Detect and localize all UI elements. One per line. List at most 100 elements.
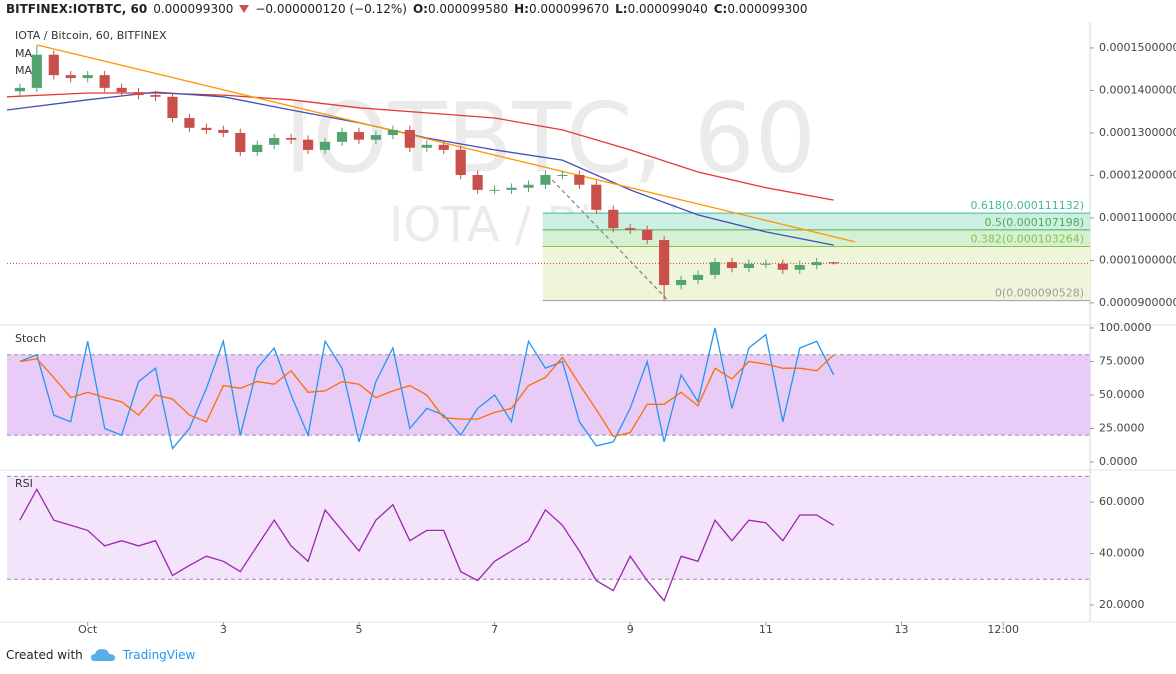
y-tick-label: 0.0001100000 — [1099, 211, 1176, 224]
candle-body — [303, 139, 314, 150]
trend-line — [36, 44, 855, 243]
fib-zone — [542, 246, 1090, 301]
candle-body — [31, 54, 42, 88]
y-tick-label: 0.0000900000 — [1099, 296, 1176, 309]
candle-body — [659, 240, 670, 286]
candle-body — [811, 262, 822, 266]
x-tick-label: 11 — [759, 623, 773, 636]
panel-title: IOTA / Bitcoin, 60, BITFINEX — [15, 29, 167, 42]
legend-entry: MA — [15, 47, 32, 60]
logo — [90, 649, 115, 661]
x-tick-label: Oct — [78, 623, 98, 636]
ohlc-label: H: — [514, 2, 529, 16]
fib-label: 0.618(0.000111132) — [970, 199, 1084, 212]
trend-line — [547, 174, 668, 301]
band — [7, 476, 1090, 580]
ohlc-value: 0.000099040 — [627, 2, 708, 16]
y-tick-label: 0.0001200000 — [1099, 168, 1176, 181]
candle-body — [455, 149, 466, 175]
panel-title: RSI — [15, 477, 33, 490]
band — [7, 354, 1090, 436]
x-tick-label: 3 — [220, 623, 227, 636]
candle-body — [828, 262, 839, 264]
candle-body — [540, 174, 551, 185]
down-arrow — [239, 5, 250, 13]
candle-body — [472, 174, 483, 190]
y-tick-label: 0.0001400000 — [1099, 83, 1176, 96]
candle-body — [150, 95, 161, 97]
footer: Created with TradingView — [6, 648, 195, 662]
y-tick-label: 100.0000 — [1099, 321, 1152, 334]
y-tick-label: 40.0000 — [1099, 547, 1145, 560]
y-tick-label: 60.0000 — [1099, 495, 1145, 508]
ohlc-label: L: — [615, 2, 628, 16]
candle-body — [692, 274, 704, 280]
y-tick-label: 0.0001300000 — [1099, 126, 1176, 139]
candle-body — [438, 144, 449, 150]
change: −0.000000120 (−0.12%) — [255, 2, 407, 16]
candle-body — [353, 132, 365, 140]
candle-body — [14, 87, 25, 92]
legend-entry: MA — [15, 64, 32, 77]
candle-body — [642, 229, 653, 241]
candle-body — [82, 75, 93, 79]
fib-label: 0(0.000090528) — [995, 287, 1084, 300]
candle-body — [489, 189, 500, 191]
x-tick-label: 7 — [491, 623, 498, 636]
candle-body — [591, 184, 602, 210]
candle-body — [269, 138, 280, 145]
candle-body — [286, 138, 297, 140]
candle-body — [709, 262, 721, 275]
candle-body — [523, 184, 534, 188]
candle-body — [760, 263, 771, 265]
ohlc-value: 0.000099580 — [427, 2, 509, 16]
y-tick-label: 25.0000 — [1099, 421, 1145, 434]
candle-body — [336, 132, 348, 142]
y-tick-label: 0.0000 — [1099, 455, 1138, 468]
candle-body — [116, 87, 127, 93]
candle-body — [133, 92, 144, 96]
fib-zone — [542, 229, 1090, 247]
ohlc-item: O:0.000099580 — [413, 2, 508, 16]
fib-zone — [542, 213, 1090, 230]
ohlc: O:0.000099580 H:0.000099670 L:0.00009904… — [413, 2, 808, 16]
candle-body — [65, 75, 76, 79]
candle-body — [48, 54, 59, 76]
ohlc-value: 0.000099300 — [727, 2, 808, 16]
ohlc-item: H:0.000099670 — [514, 2, 609, 16]
symbol: BITFINEX:IOTBTC, 60 — [6, 2, 148, 16]
candle-body — [794, 265, 805, 270]
candle-body — [252, 144, 263, 153]
footer-text: Created with — [6, 648, 83, 662]
candle-body — [608, 209, 619, 229]
y-tick-label: 50.0000 — [1099, 388, 1145, 401]
y-tick-label: 75.0000 — [1099, 354, 1145, 367]
candle-body — [167, 96, 178, 119]
ohlc-label: C: — [713, 2, 728, 16]
candle-body — [506, 187, 517, 190]
candle-body — [625, 228, 636, 230]
candle-body — [574, 174, 585, 185]
candle-body — [675, 279, 687, 286]
candle-body — [421, 144, 432, 148]
candle-body — [557, 174, 568, 176]
fib-label: 0.5(0.000107198) — [984, 216, 1084, 229]
x-tick-label: 9 — [627, 623, 634, 636]
candle-body — [184, 118, 195, 128]
x-tick-label: 5 — [355, 623, 362, 636]
candle-body — [235, 132, 246, 153]
ohlc-item: C:0.000099300 — [714, 2, 808, 16]
header: BITFINEX:IOTBTC, 60 0.000099300 −0.00000… — [6, 2, 808, 16]
brand[interactable]: TradingView — [122, 648, 196, 662]
candle-body — [387, 129, 398, 136]
candle-body — [370, 135, 381, 140]
candle-body — [404, 129, 415, 148]
candle-body — [777, 263, 788, 270]
series-line — [19, 487, 835, 602]
panel-title: Stoch — [15, 332, 46, 345]
candle-body — [743, 263, 754, 269]
series-line — [19, 327, 835, 451]
candle-body — [218, 129, 229, 133]
last-price: 0.000099300 — [153, 2, 234, 16]
